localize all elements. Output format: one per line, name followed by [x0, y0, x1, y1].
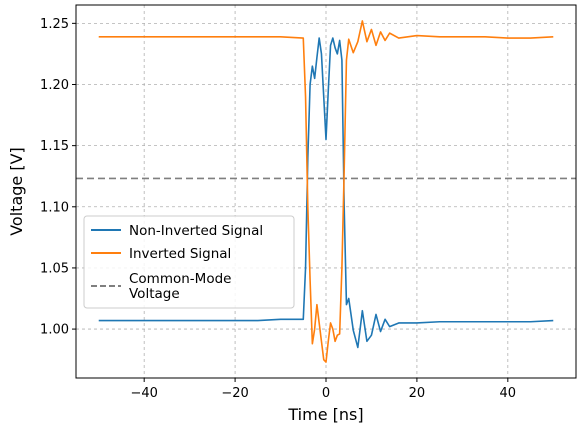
legend-label-common-mode-line2: Voltage	[129, 286, 180, 302]
x-tick-label: −40	[130, 386, 157, 401]
y-tick-label: 1.05	[40, 261, 69, 276]
legend: Non-Inverted Signal Inverted Signal Comm…	[83, 215, 295, 309]
legend-label-common-mode-line1: Common-Mode	[129, 271, 231, 287]
x-tick-label: 0	[322, 386, 330, 401]
y-tick-label: 1.15	[40, 139, 69, 154]
grid-layer	[76, 5, 576, 378]
x-tick-label: 40	[500, 386, 517, 401]
y-axis-title: Voltage [V]	[7, 147, 26, 236]
legend-label-non-inverted: Non-Inverted Signal	[129, 223, 263, 239]
ticks-layer: −40 −20 0 20 40 1.00 1.05 1.10 1.15 1.20 1.25	[40, 17, 516, 401]
legend-label-inverted: Inverted Signal	[129, 246, 231, 262]
y-tick-label: 1.00	[40, 323, 69, 338]
legend-box	[83, 215, 295, 309]
non-inverted-signal-line	[98, 37, 554, 349]
x-tick-label: −20	[221, 386, 248, 401]
y-tick-label: 1.20	[40, 78, 69, 93]
x-axis-title: Time [ns]	[287, 405, 363, 424]
inverted-signal-line	[98, 20, 554, 363]
y-tick-label: 1.25	[40, 17, 69, 32]
x-tick-label: 20	[409, 386, 426, 401]
series-layer	[98, 20, 554, 363]
y-tick-label: 1.10	[40, 200, 69, 215]
